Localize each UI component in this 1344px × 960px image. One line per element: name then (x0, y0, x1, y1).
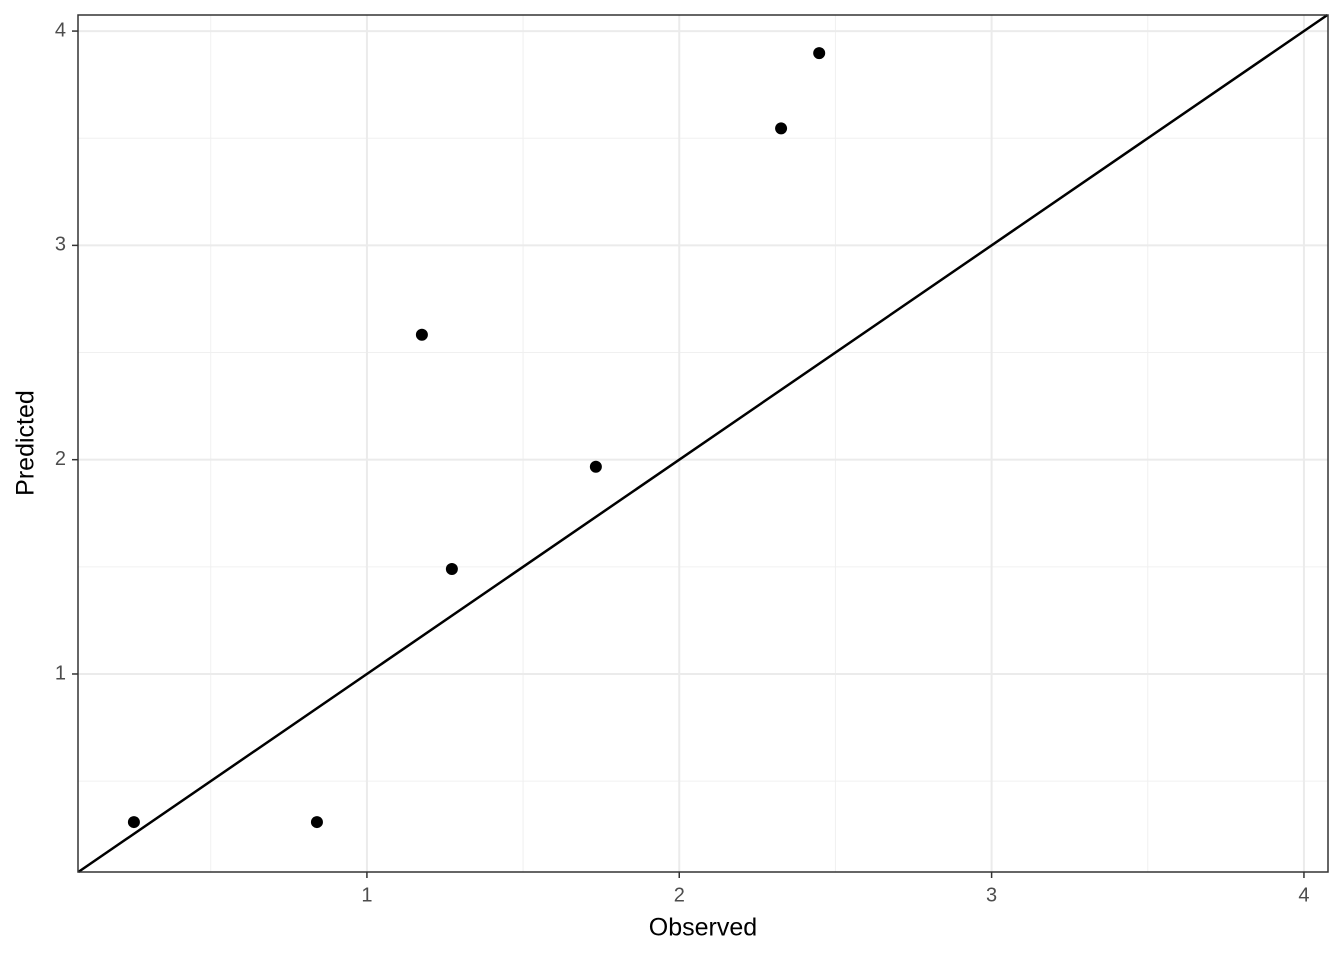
point (415, 328, 428, 341)
point (127, 816, 140, 829)
x-axis-title: Observed (649, 914, 757, 942)
y-tick-label: 2 (55, 448, 66, 470)
identity-line (77, 13, 1329, 874)
x-tick-label: 3 (986, 884, 997, 906)
x-tick-label: 4 (1298, 884, 1309, 906)
plot-border (77, 14, 1329, 873)
point (445, 562, 458, 575)
point (775, 122, 788, 135)
y-tick-label: 1 (55, 662, 66, 684)
point (813, 47, 826, 60)
y-axis-title: Predicted (12, 390, 40, 496)
x-tick-label: 1 (361, 884, 372, 906)
point (589, 460, 602, 473)
y-tick-label: 3 (55, 234, 66, 256)
x-tick-label: 2 (674, 884, 685, 906)
point (310, 816, 323, 829)
y-tick-label: 4 (55, 19, 66, 41)
